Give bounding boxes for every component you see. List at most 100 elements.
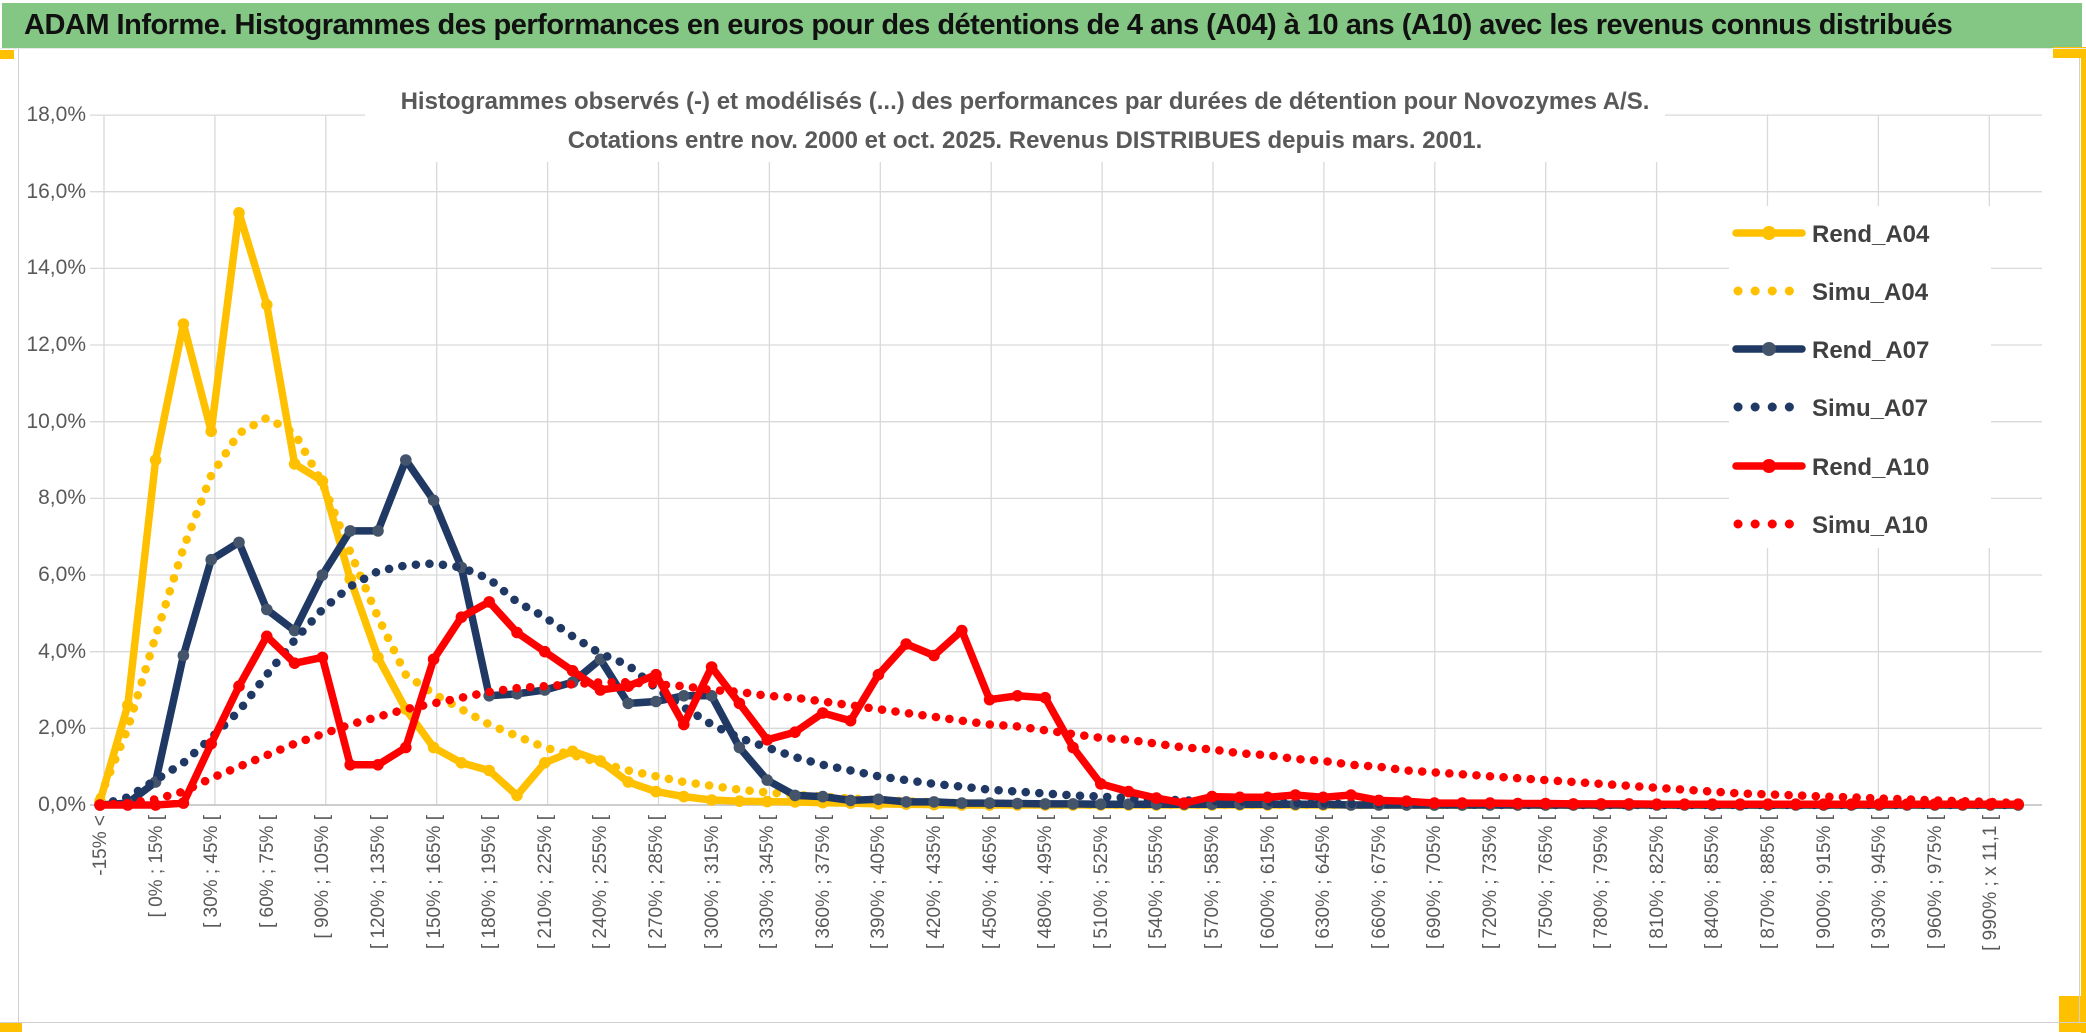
x-axis-label: [ 360% ; 375% [ xyxy=(813,815,834,950)
marker-rend_a07 xyxy=(316,569,329,581)
marker-rend_a04 xyxy=(705,794,718,806)
legend-backer xyxy=(1729,206,1991,548)
marker-rend_a04 xyxy=(261,299,273,311)
marker-rend_a04 xyxy=(511,789,523,802)
marker-rend_a10 xyxy=(1456,797,1468,809)
marker-rend_a10 xyxy=(650,668,662,681)
gold-border-right xyxy=(2081,58,2086,1033)
marker-rend_a07 xyxy=(817,790,829,803)
legend-swatch-marker xyxy=(1762,459,1776,473)
x-axis-label: [ 120% ; 135% [ xyxy=(368,815,389,950)
y-axis-label: 18,0% xyxy=(26,103,86,126)
y-axis-label: 8,0% xyxy=(38,486,86,509)
marker-rend_a10 xyxy=(817,707,829,719)
marker-rend_a10 xyxy=(372,759,384,771)
x-axis-label: [ 540% ; 555% [ xyxy=(1146,815,1167,950)
legend-item-simu_a07: Simu_A07 xyxy=(1733,395,1928,422)
marker-rend_a07 xyxy=(205,553,217,566)
x-axis-label: [ 780% ; 795% [ xyxy=(1591,815,1612,950)
marker-rend_a10 xyxy=(288,657,301,669)
x-axis-label: [ 960% ; 975% [ xyxy=(1925,815,1946,950)
marker-rend_a10 xyxy=(761,734,773,746)
gold-border-top-left xyxy=(0,50,14,59)
x-axis-label: [ 870% ; 885% [ xyxy=(1758,815,1779,950)
marker-rend_a07 xyxy=(400,454,412,466)
marker-rend_a10 xyxy=(844,714,857,727)
legend-swatch-marker xyxy=(1762,226,1776,240)
x-axis-label: [ 750% ; 765% [ xyxy=(1536,815,1557,950)
marker-rend_a04 xyxy=(372,651,384,664)
marker-rend_a10 xyxy=(1817,798,1830,810)
marker-rend_a10 xyxy=(261,630,273,643)
marker-rend_a10 xyxy=(1373,794,1385,807)
marker-rend_a10 xyxy=(900,638,912,650)
marker-rend_a04 xyxy=(455,757,468,769)
marker-rend_a04 xyxy=(177,318,190,330)
x-axis-label: [ 570% ; 585% [ xyxy=(1202,815,1223,950)
legend-item-simu_a04: Simu_A04 xyxy=(1733,279,1929,306)
x-axis-label: [ 840% ; 855% [ xyxy=(1702,815,1723,950)
marker-rend_a04 xyxy=(733,795,746,807)
marker-rend_a10 xyxy=(1623,798,1635,810)
y-axis-label: 12,0% xyxy=(26,333,86,356)
chart-title-line2: Cotations entre nov. 2000 et oct. 2025. … xyxy=(567,127,1483,154)
sheet-title: ADAM Informe. Histogrammes des performan… xyxy=(24,9,1953,41)
marker-rend_a07 xyxy=(872,793,885,806)
marker-rend_a07 xyxy=(344,525,357,537)
y-axis-label: 16,0% xyxy=(26,180,86,203)
marker-rend_a10 xyxy=(733,697,746,710)
legend-label: Rend_A10 xyxy=(1812,454,1929,481)
marker-rend_a07 xyxy=(956,797,968,809)
marker-rend_a10 xyxy=(177,797,190,809)
marker-rend_a04 xyxy=(539,757,551,769)
x-axis-label: [ 990% ; x 11,1 [ xyxy=(1980,815,2001,951)
marker-rend_a10 xyxy=(678,718,690,731)
marker-rend_a07 xyxy=(372,525,384,537)
marker-rend_a10 xyxy=(1567,798,1580,810)
x-axis-label: [ 930% ; 945% [ xyxy=(1869,815,1890,950)
marker-rend_a07 xyxy=(789,789,801,802)
marker-rend_a07 xyxy=(233,536,245,549)
chart-title-line1: Histogrammes observés (-) et modélisés (… xyxy=(400,88,1650,115)
marker-rend_a10 xyxy=(983,693,996,706)
chart-right-border xyxy=(2079,58,2080,1022)
x-axis-label: [ 150% ; 165% [ xyxy=(424,815,445,950)
marker-rend_a04 xyxy=(427,741,440,754)
marker-rend_a10 xyxy=(1400,795,1413,807)
marker-rend_a07 xyxy=(261,603,273,616)
legend-label: Rend_A07 xyxy=(1812,337,1929,364)
marker-rend_a07 xyxy=(983,797,996,809)
marker-rend_a04 xyxy=(288,458,301,470)
marker-rend_a10 xyxy=(956,624,968,637)
x-axis-label: [ 390% ; 405% [ xyxy=(868,815,889,950)
header-bottom-border xyxy=(0,48,2086,49)
x-axis-label: [ 180% ; 195% [ xyxy=(479,815,500,950)
x-axis-label: [ 330% ; 345% [ xyxy=(757,815,778,950)
marker-rend_a10 xyxy=(1651,798,1663,810)
legend-label: Simu_A10 xyxy=(1812,512,1928,539)
marker-rend_a10 xyxy=(1011,690,1024,702)
marker-rend_a07 xyxy=(622,697,634,710)
gold-border-bottom-left xyxy=(0,1023,22,1032)
marker-rend_a04 xyxy=(483,764,496,777)
y-axis-label: 6,0% xyxy=(38,563,86,586)
marker-rend_a10 xyxy=(594,684,607,696)
legend-item-rend_a07: Rend_A07 xyxy=(1732,337,1929,364)
x-axis-label: [ 630% ; 645% [ xyxy=(1313,815,1334,950)
x-axis-label: [ 810% ; 825% [ xyxy=(1647,815,1668,950)
marker-rend_a10 xyxy=(427,653,440,666)
marker-rend_a10 xyxy=(205,737,217,750)
marker-rend_a07 xyxy=(678,690,690,702)
y-axis-label: 2,0% xyxy=(38,716,86,739)
sheet-bottom-border xyxy=(0,1022,2086,1023)
x-axis-label: [ 720% ; 735% [ xyxy=(1480,815,1501,950)
x-axis-label: [ 600% ; 615% [ xyxy=(1258,815,1279,950)
marker-rend_a10 xyxy=(1317,791,1329,804)
marker-rend_a10 xyxy=(344,759,357,771)
marker-rend_a07 xyxy=(733,741,746,754)
marker-rend_a10 xyxy=(1178,797,1190,809)
x-axis-label: [ 0% ; 15% [ xyxy=(146,815,167,918)
marker-rend_a10 xyxy=(1845,798,1858,810)
marker-rend_a10 xyxy=(455,611,468,623)
